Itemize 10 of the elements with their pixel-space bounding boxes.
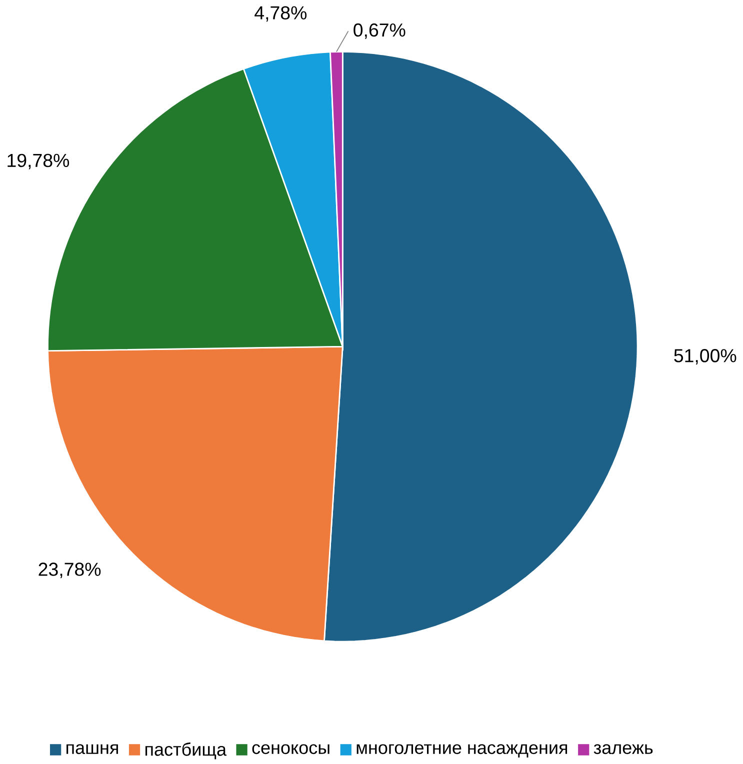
legend-label: залежь: [594, 744, 653, 754]
legend-label: многолетние насаждения: [356, 744, 567, 758]
data-label: 51,00%: [674, 349, 736, 364]
legend-label: пастбища: [145, 742, 226, 760]
data-label: 4,78%: [254, 6, 306, 22]
data-label: 23,78%: [38, 562, 101, 578]
legend-label: сенокосы: [252, 744, 330, 754]
legend-label: пашня: [66, 744, 118, 754]
data-label: 19,78%: [8, 154, 69, 170]
data-label: 0,67%: [354, 23, 406, 39]
